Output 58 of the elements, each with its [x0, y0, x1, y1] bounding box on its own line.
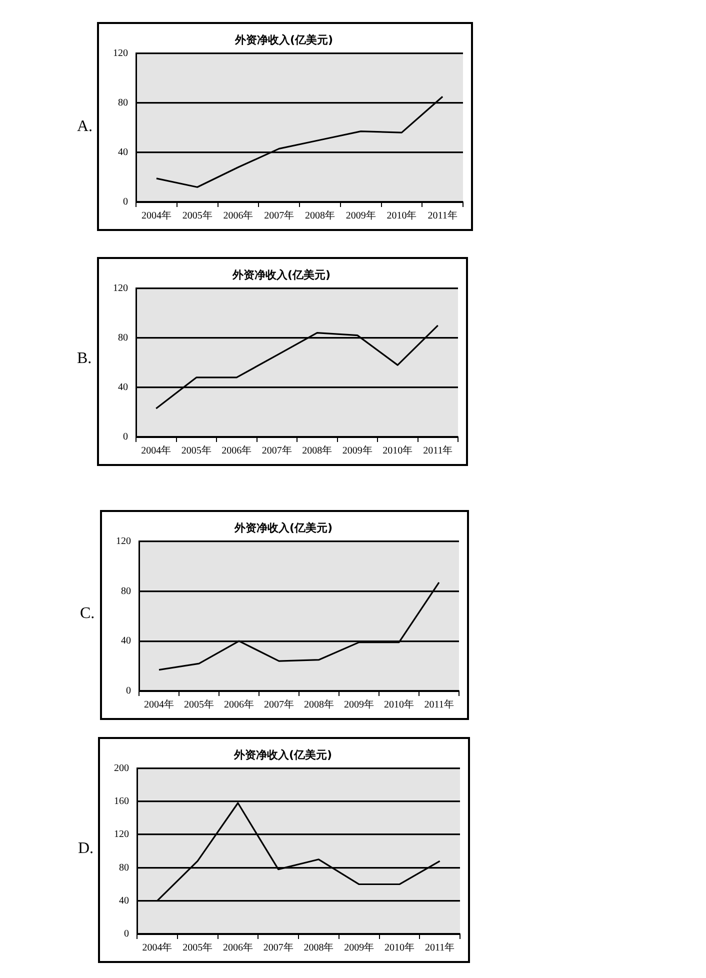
x-tick-label: 2010年 [384, 698, 414, 711]
y-tick-label: 120 [113, 48, 128, 59]
y-tick-label: 120 [116, 536, 131, 547]
x-tick-label: 2008年 [304, 210, 335, 222]
x-tick-label: 2006年 [222, 444, 252, 457]
x-tick-label: 2010年 [386, 210, 417, 222]
y-tick-label: 0 [123, 196, 128, 208]
x-tick-label: 2009年 [344, 698, 374, 711]
x-tick-label: 2005年 [182, 210, 212, 222]
x-tick-label: 2011年 [424, 698, 454, 711]
y-tick-label: 40 [118, 147, 128, 158]
y-tick-label: 0 [126, 686, 131, 697]
y-tick-label: 80 [121, 586, 131, 597]
y-tick-label: 200 [114, 762, 129, 774]
y-tick-label: 80 [118, 332, 128, 344]
x-tick-label: 2004年 [141, 444, 172, 457]
chart-title: 外资净收入(亿美元) [232, 748, 332, 762]
y-tick-label: 120 [113, 282, 128, 294]
x-tick-label: 2005年 [182, 942, 213, 954]
chart-title: 外资净收入(亿美元) [231, 268, 331, 282]
text: B. [77, 350, 92, 368]
y-tick-label: 80 [119, 862, 129, 874]
x-tick-label: 2007年 [264, 210, 294, 222]
x-tick-label: 2007年 [263, 942, 294, 954]
text: C. [80, 605, 95, 623]
x-tick-label: 2009年 [346, 210, 376, 222]
x-tick-label: 2011年 [428, 210, 458, 222]
y-tick-label: 80 [118, 97, 128, 108]
x-tick-label: 2011年 [424, 942, 455, 954]
y-tick-label: 0 [123, 432, 128, 443]
y-tick-label: 40 [118, 382, 128, 394]
x-tick-label: 2006年 [223, 210, 254, 222]
x-tick-label: 2008年 [304, 698, 334, 711]
x-tick-label: 2010年 [384, 942, 414, 954]
x-tick-label: 2007年 [264, 698, 294, 711]
y-tick-label: 160 [114, 796, 129, 807]
x-tick-label: 2007年 [262, 444, 292, 457]
text: D. [78, 840, 94, 858]
x-tick-label: 2004年 [144, 698, 174, 711]
x-tick-label: 2004年 [141, 210, 172, 222]
x-tick-label: 2008年 [304, 942, 334, 954]
x-tick-label: 2008年 [302, 444, 332, 457]
chart-title: 外资净收入(亿美元) [233, 521, 333, 534]
y-tick-label: 0 [124, 928, 129, 940]
x-tick-label: 2006年 [222, 942, 253, 954]
y-tick-label: 40 [121, 636, 131, 647]
x-tick-label: 2011年 [423, 444, 453, 457]
y-tick-label: 40 [119, 895, 129, 906]
x-tick-label: 2006年 [224, 698, 254, 711]
x-tick-label: 2005年 [181, 444, 212, 457]
text: A. [77, 118, 93, 136]
y-tick-label: 120 [114, 829, 129, 840]
x-tick-label: 2004年 [142, 942, 172, 954]
x-tick-label: 2009年 [344, 942, 374, 954]
x-tick-label: 2010年 [382, 444, 413, 457]
x-tick-label: 2005年 [184, 698, 214, 711]
x-tick-label: 2009年 [342, 444, 372, 457]
chart-title: 外资净收入(亿美元) [234, 33, 334, 46]
